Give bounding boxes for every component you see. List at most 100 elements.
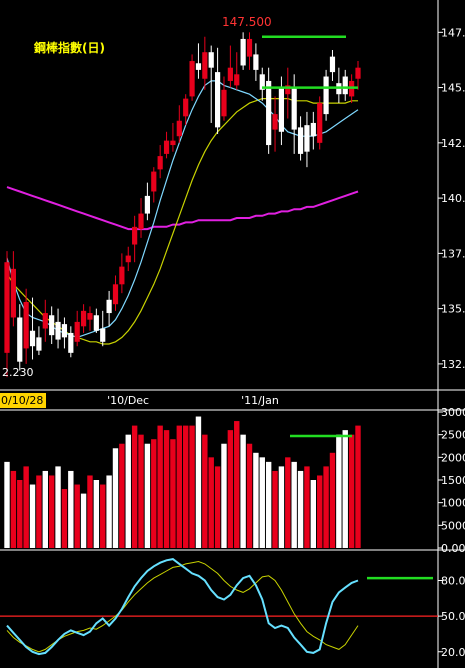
date-axis: 0/10/28 '10/Dec '11/Jan [0,393,279,408]
volume-panel [4,416,361,548]
candle-body [259,74,265,90]
candle-body [138,213,144,230]
volume-bar [151,439,157,548]
price-tick-label: 137. [441,247,465,260]
volume-bar [342,430,348,548]
candle-body [125,255,131,263]
candle-body [74,321,80,342]
volume-bar [304,466,310,548]
candle-body [355,67,361,79]
candle-body [170,140,176,146]
candle-body [234,74,240,86]
candle-body [278,87,285,132]
candle-body [291,87,297,130]
volume-bar [246,443,253,548]
candle-body [240,38,246,66]
candle-body [68,332,74,353]
candle-body [297,127,304,154]
candle-body [106,299,112,314]
oscillator-axis: 80.0 50.0 20.0 [438,575,465,659]
candle-body [93,315,99,331]
volume-bar [23,466,29,548]
volume-bar [317,475,323,548]
volume-tick-label: 0.00 [441,542,465,555]
candle-body [23,302,29,349]
price-tick-label: 145. [441,82,465,95]
candle-body [176,120,182,137]
candle-body [55,321,61,340]
volume-bar [157,425,163,548]
volume-bar [227,430,234,548]
volume-tick-label: 1000 [441,497,465,510]
volume-bar [208,457,214,548]
ma-line-magenta [6,186,359,231]
candle-body [42,313,48,329]
candle-body [266,80,272,146]
candle-body [183,98,189,117]
candle-body [323,76,329,115]
candle-body [36,337,42,351]
candle-body [215,72,221,128]
volume-bar [125,434,131,548]
price-tick-label: 142. [441,137,465,150]
price-tick-label: 140. [441,192,465,205]
price-tick-label: 135. [441,303,465,316]
date-label: 0/10/28 [1,394,43,407]
volume-bar [214,466,221,548]
volume-bar [234,421,240,548]
volume-bar [144,443,151,548]
volume-bar [68,470,74,548]
candle-body [4,262,10,353]
volume-tick-label: 1500 [441,474,465,487]
candle-body [221,89,227,117]
date-label: '11/Jan [241,394,279,407]
volume-bar [272,470,278,548]
candle-body [246,38,253,57]
candle-body [208,52,214,68]
volume-bar [170,439,176,548]
candle-body [272,114,278,130]
candle-body [285,85,291,95]
volume-bar [61,489,68,548]
volume-bar [355,425,361,548]
candle-body [61,324,68,338]
volume-bar [297,470,304,548]
volume-bar [348,434,355,548]
candle-body [163,140,170,154]
volume-bar [163,430,170,548]
candle-body [304,125,310,152]
volume-bar [176,425,183,548]
volume-bar [221,443,227,548]
volume-bar [329,452,336,548]
volume-bar [17,480,23,548]
candle-body [100,328,106,342]
volume-bar [265,461,272,548]
volume-bar [10,470,17,548]
oscillator-tick-label: 80.0 [441,575,465,588]
volume-bar [106,475,112,548]
volume-bar [93,480,100,548]
volume-tick-label: 3000 [441,406,465,419]
volume-bar [336,434,342,548]
volume-tick-label: 2500 [441,429,465,442]
volume-bar [285,457,291,548]
ma-line-cyan [6,80,359,339]
candle-body [310,122,316,137]
candle-body [253,54,259,70]
volume-bar [189,425,195,548]
price-tick-label: 147. [441,26,465,39]
volume-bar [253,452,259,548]
volume-bar [119,443,125,548]
chart-title: 鋼棒指數(日) [33,40,105,55]
volume-bar [138,434,144,548]
candle-body [112,284,119,305]
candle-body [227,67,233,81]
volume-bar [55,466,61,548]
candle-body [119,266,125,285]
volume-bar [100,484,106,548]
high-price-label: 147.500 [222,15,272,29]
candle-body [49,315,55,336]
volume-bar [202,434,208,548]
